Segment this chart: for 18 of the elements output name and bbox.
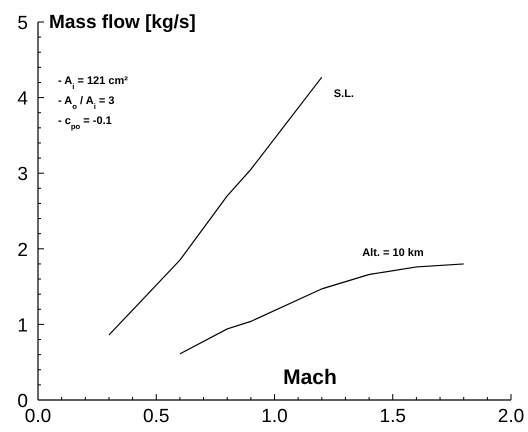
- series-label: Alt. = 10 km: [362, 246, 424, 259]
- annotation: - c$_{po}$ = -0.1: [58, 115, 112, 130]
- x-tick-label: 1.5: [380, 406, 406, 427]
- x-tick-label: 2.0: [498, 406, 524, 427]
- y-tick-label: 5: [17, 13, 28, 34]
- y-tick-label: 4: [17, 88, 28, 110]
- series-label: S.L.: [334, 88, 354, 100]
- annotation: - A$_{i}$ = 121 cm²: [58, 75, 128, 90]
- y-tick-label: 2: [17, 240, 28, 261]
- line-series: [179, 263, 464, 354]
- x-axis-title: Mach: [283, 366, 337, 389]
- y-tick-label: 3: [17, 164, 28, 186]
- y-axis-title: Mass flow [kg/s]: [49, 12, 196, 33]
- y-tick-label: 1: [17, 315, 28, 336]
- x-tick-label: 0.0: [24, 406, 52, 427]
- annotation: - A$_{o}$ / A$_{i}$ = 3: [58, 95, 114, 110]
- x-tick-label: 0.5: [143, 406, 170, 427]
- x-tick-label: 1.0: [261, 406, 288, 427]
